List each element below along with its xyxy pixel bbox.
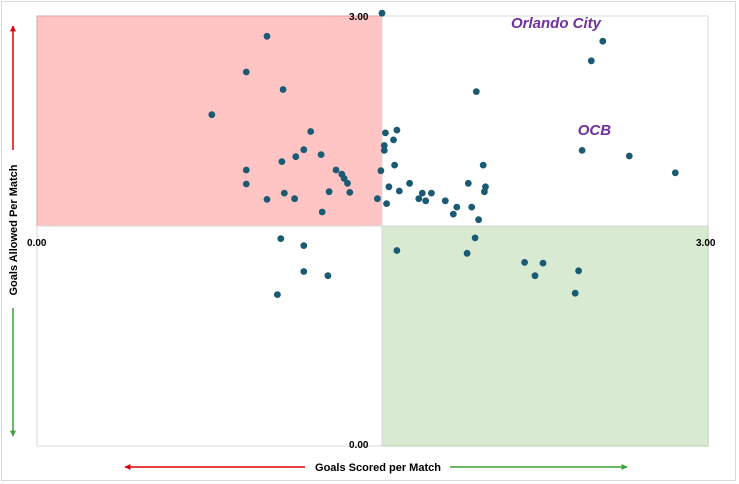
data-point bbox=[242, 180, 250, 188]
y-min-tick-label: 0.00 bbox=[349, 440, 369, 451]
data-point bbox=[385, 183, 393, 191]
data-point bbox=[539, 259, 547, 267]
data-point bbox=[453, 203, 461, 211]
data-point bbox=[317, 151, 325, 159]
data-point bbox=[382, 129, 389, 137]
data-point bbox=[263, 32, 271, 40]
data-point bbox=[449, 210, 457, 218]
data-point bbox=[292, 153, 300, 161]
data-point bbox=[332, 166, 340, 174]
data-point bbox=[578, 147, 586, 154]
data-point bbox=[671, 169, 679, 177]
annotation-ocb: OCB bbox=[578, 122, 612, 139]
y-axis-label: Goals Allowed Per Match bbox=[8, 164, 20, 295]
data-point bbox=[406, 179, 413, 187]
data-point bbox=[571, 289, 579, 297]
data-point bbox=[422, 197, 430, 205]
data-point bbox=[380, 142, 388, 149]
data-point bbox=[208, 111, 216, 119]
quadrant-bottom-right bbox=[381, 225, 709, 447]
data-point bbox=[383, 200, 390, 208]
data-point bbox=[346, 189, 354, 196]
data-point bbox=[395, 187, 403, 195]
data-point bbox=[575, 267, 582, 275]
data-point bbox=[291, 195, 298, 203]
data-point bbox=[300, 146, 308, 154]
data-point bbox=[481, 188, 488, 196]
x-min-tick-label: 0.00 bbox=[27, 238, 47, 249]
data-point bbox=[471, 234, 479, 242]
data-point bbox=[428, 189, 435, 197]
data-point bbox=[263, 196, 271, 203]
data-point bbox=[479, 161, 487, 169]
data-point bbox=[242, 68, 250, 76]
data-point bbox=[325, 188, 333, 196]
data-point bbox=[278, 158, 286, 166]
data-point bbox=[324, 272, 332, 280]
data-point bbox=[464, 179, 472, 187]
data-point bbox=[318, 208, 326, 216]
y-max-tick-label: 3.00 bbox=[349, 12, 369, 23]
data-point bbox=[300, 242, 308, 250]
data-point bbox=[441, 197, 449, 205]
data-point bbox=[344, 179, 351, 187]
x-max-tick-label: 3.00 bbox=[696, 238, 716, 249]
data-point bbox=[378, 9, 386, 17]
data-point bbox=[274, 291, 281, 298]
data-point bbox=[340, 175, 348, 182]
data-point bbox=[415, 195, 423, 203]
annotation-orlando-city: Orlando City bbox=[511, 15, 602, 32]
data-point bbox=[587, 57, 595, 65]
data-point bbox=[472, 88, 480, 95]
data-point bbox=[377, 167, 385, 175]
data-point bbox=[418, 189, 426, 197]
data-point bbox=[300, 268, 308, 275]
data-point bbox=[374, 195, 381, 203]
data-point bbox=[280, 189, 288, 197]
data-point bbox=[242, 166, 250, 174]
data-point bbox=[391, 161, 398, 169]
data-point bbox=[390, 136, 397, 144]
data-point bbox=[475, 216, 482, 224]
data-point bbox=[393, 126, 401, 134]
data-point bbox=[463, 249, 471, 257]
data-point bbox=[277, 235, 285, 243]
data-point bbox=[625, 152, 633, 160]
quadrant-top-left bbox=[36, 15, 383, 227]
data-point bbox=[393, 247, 401, 254]
data-point bbox=[307, 128, 315, 135]
data-points bbox=[208, 9, 679, 298]
data-point bbox=[279, 86, 287, 93]
data-point bbox=[599, 37, 607, 45]
x-axis-label: Goals Scored per Match bbox=[315, 462, 441, 474]
data-point bbox=[468, 203, 476, 211]
data-point bbox=[531, 272, 539, 280]
data-point bbox=[521, 259, 528, 266]
data-point bbox=[380, 147, 388, 154]
